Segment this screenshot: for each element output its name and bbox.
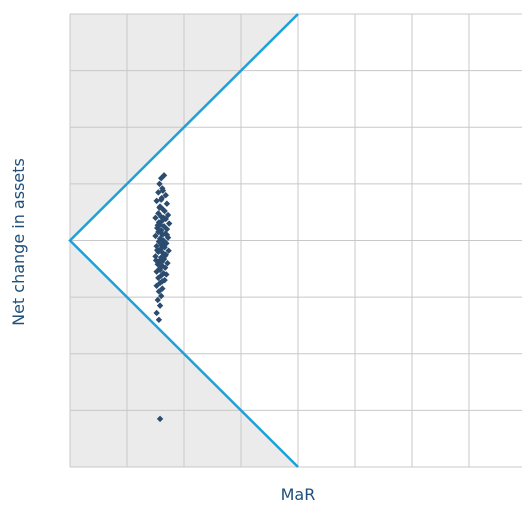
data-point	[161, 207, 168, 215]
data-point	[156, 415, 164, 423]
data-point	[155, 316, 163, 323]
data-point	[159, 187, 167, 194]
x-axis-label: MaR	[281, 485, 316, 504]
data-point	[158, 258, 165, 266]
data-point	[156, 204, 163, 211]
data-point	[154, 222, 161, 229]
data-point	[160, 172, 168, 179]
data-point	[153, 282, 160, 289]
grid-lines	[69, 13, 522, 468]
data-point	[154, 246, 161, 254]
y-axis-label: Net change in assets	[9, 158, 28, 326]
data-point	[158, 194, 165, 202]
frontier-line	[68, 13, 299, 468]
data-point	[154, 296, 161, 304]
data-point	[161, 239, 168, 246]
data-point	[162, 192, 169, 199]
data-point	[165, 220, 173, 227]
data-point	[154, 261, 161, 268]
data-point	[165, 247, 172, 254]
data-point	[156, 180, 163, 188]
data-point	[161, 264, 169, 271]
data-point	[163, 231, 171, 239]
data-point	[159, 278, 166, 285]
frontier-lines	[68, 13, 299, 468]
data-point	[153, 197, 160, 205]
data-point	[153, 242, 160, 250]
data-point	[158, 292, 165, 300]
data-points	[152, 172, 173, 423]
data-point	[152, 257, 160, 264]
data-point	[155, 274, 162, 282]
data-point	[156, 279, 164, 287]
data-point	[156, 265, 163, 273]
data-point	[152, 232, 159, 240]
data-point	[152, 253, 159, 260]
data-point	[160, 214, 167, 222]
data-point	[163, 200, 171, 207]
data-point	[157, 228, 164, 235]
data-point	[161, 252, 169, 259]
data-point	[152, 214, 159, 222]
data-point	[153, 309, 160, 317]
data-point	[155, 288, 163, 295]
data-point	[156, 302, 164, 309]
data-point	[164, 259, 171, 267]
data-point	[163, 271, 170, 278]
